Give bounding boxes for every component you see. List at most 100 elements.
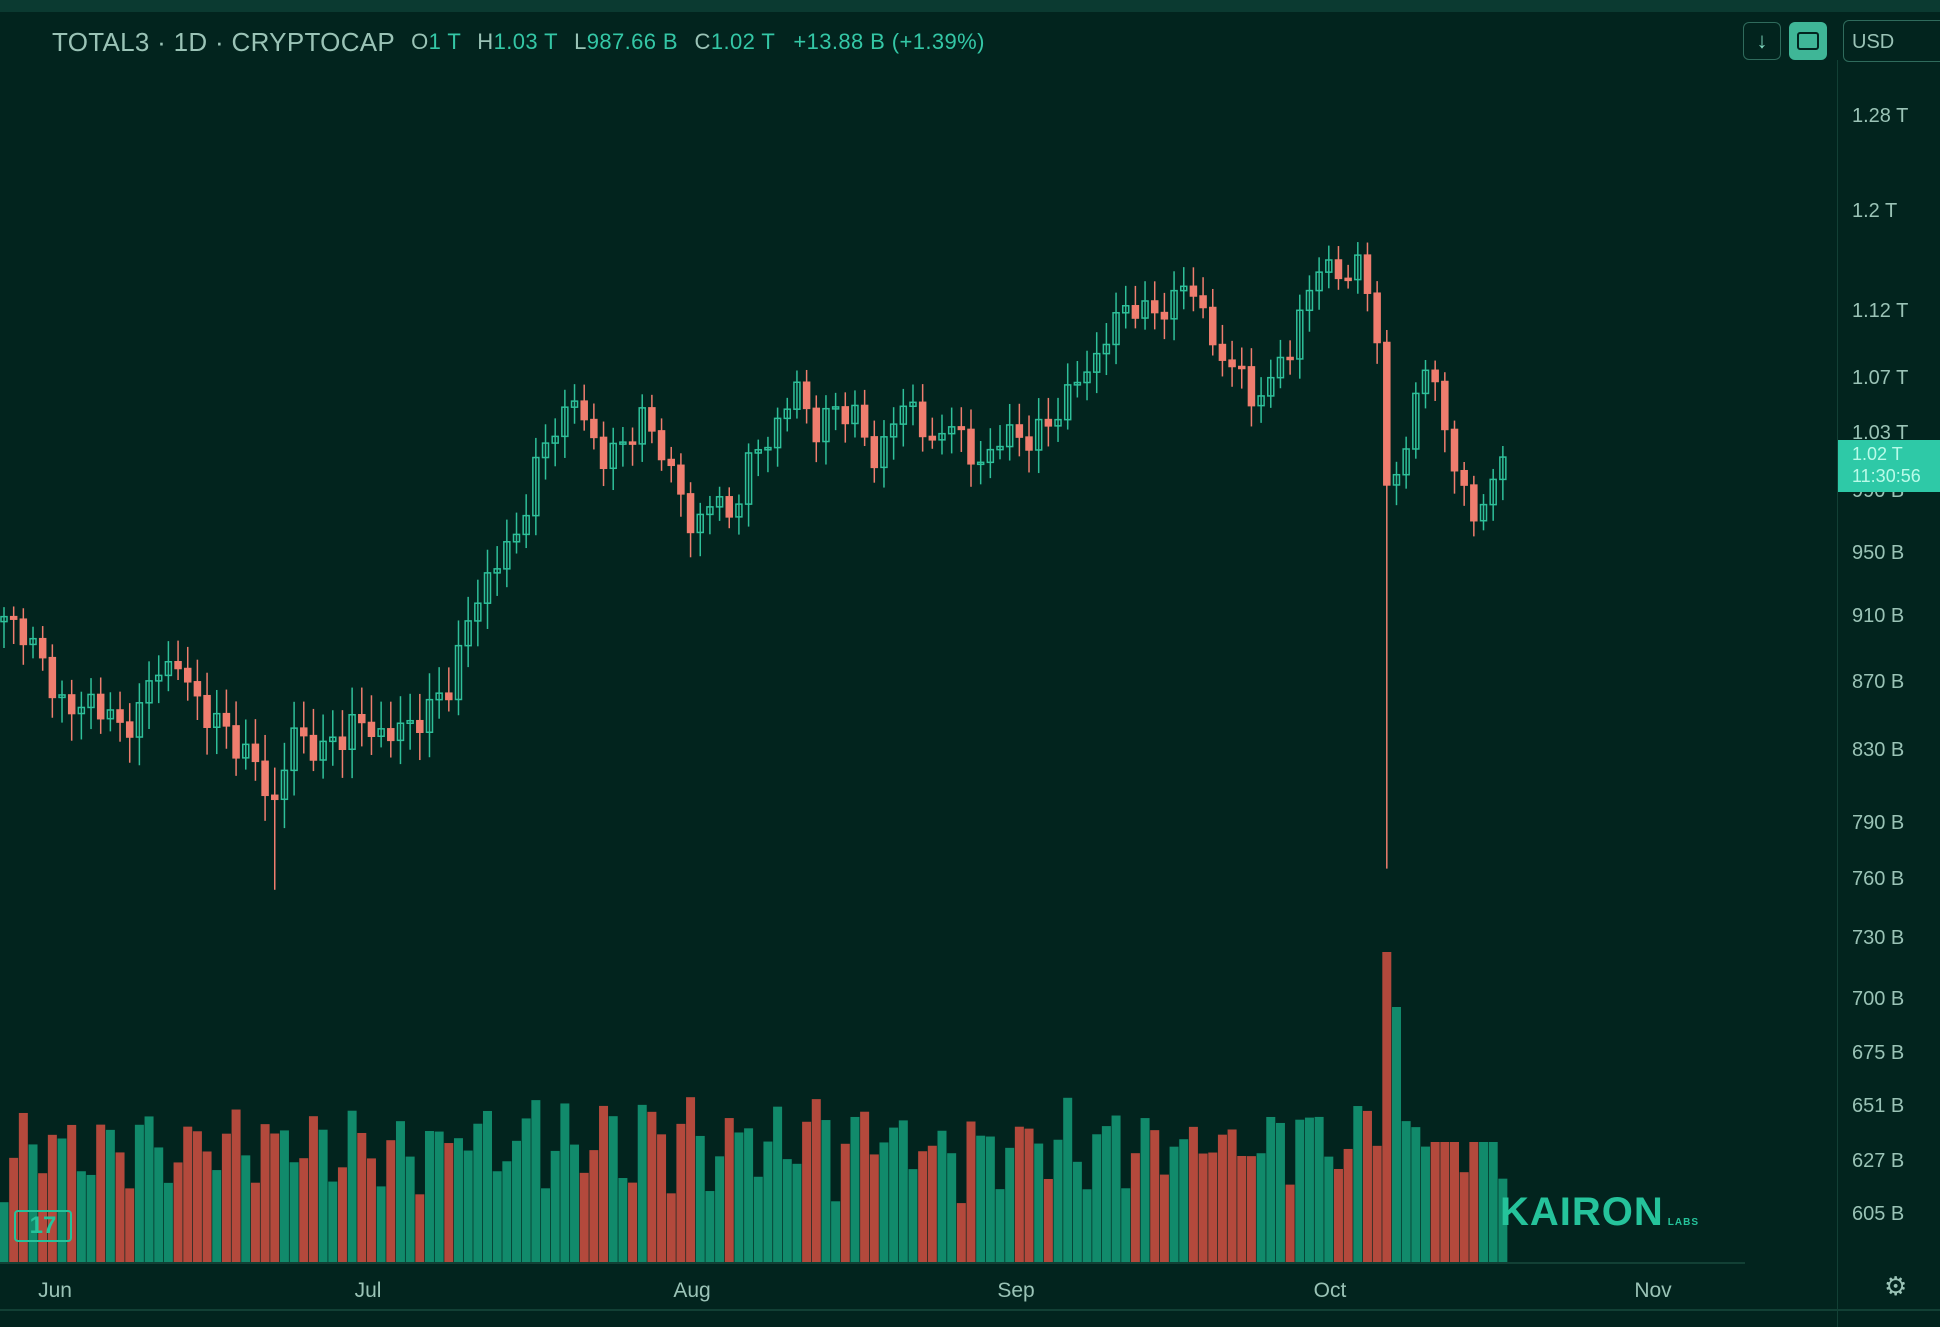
volume-bar: [1343, 1148, 1353, 1262]
candle-body: [1363, 254, 1372, 294]
kairon-watermark: KAIRON LABS: [1500, 1190, 1699, 1235]
volume-bar: [1217, 1134, 1227, 1262]
volume-bar: [1014, 1126, 1024, 1262]
symbol-title[interactable]: TOTAL3 · 1D · CRYPTOCAP: [52, 26, 396, 57]
price-tick-label: 651 B: [1852, 1095, 1904, 1117]
volume-bar: [424, 1131, 434, 1262]
candle-body: [116, 709, 124, 723]
price-tick-label: 760 B: [1852, 868, 1904, 890]
volume-bar: [773, 1106, 783, 1262]
volume-bar: [144, 1116, 154, 1262]
low-label: L: [574, 29, 587, 54]
price-tick-label: 1.28 T: [1852, 105, 1908, 127]
candle-body: [570, 400, 579, 408]
arrow-down-icon: ↓: [1756, 28, 1768, 53]
candle-body: [464, 620, 472, 647]
candle-body: [309, 734, 318, 761]
volume-bar: [1101, 1126, 1111, 1262]
volume-bar: [1266, 1116, 1276, 1262]
candle-body: [1170, 289, 1178, 320]
candle-body: [425, 698, 434, 734]
volume-bar: [463, 1150, 473, 1262]
candle-body: [1179, 285, 1188, 292]
high-label: H: [477, 29, 494, 54]
volume-bar: [676, 1123, 686, 1262]
candle-body: [976, 461, 985, 466]
volume-bar: [1092, 1134, 1102, 1262]
volume-bar: [1362, 1110, 1372, 1262]
volume-bar: [1227, 1129, 1237, 1262]
download-button[interactable]: ↓: [1743, 22, 1781, 60]
candle-body: [1431, 369, 1439, 383]
candle-body: [358, 713, 366, 724]
time-tick-label: Sep: [997, 1279, 1034, 1302]
candle-body: [938, 432, 946, 441]
candle-body: [242, 743, 250, 759]
candle-body: [638, 407, 646, 445]
volume-bar: [821, 1120, 831, 1262]
currency-select[interactable]: USD ⌄: [1843, 20, 1940, 62]
volume-bar: [1285, 1184, 1295, 1262]
volume-bar: [96, 1124, 106, 1262]
volume-bar: [163, 1182, 173, 1262]
volume-bar: [1479, 1142, 1489, 1262]
open-value: 1 T: [428, 29, 461, 54]
candle-body: [377, 728, 385, 737]
volume-bar: [1324, 1156, 1334, 1262]
gear-icon[interactable]: ⚙: [1884, 1271, 1908, 1301]
candle-body: [367, 721, 376, 737]
candle-body: [957, 426, 966, 431]
scale-toggle-button[interactable]: [1789, 22, 1827, 60]
volume-bar: [724, 1118, 734, 1262]
tradingview-logo[interactable]: 17: [14, 1210, 72, 1242]
volume-bar: [318, 1129, 328, 1262]
price-tick-label: 1.2 T: [1852, 200, 1897, 222]
volume-bar: [637, 1104, 647, 1262]
volume-bar: [86, 1174, 96, 1262]
candle-body: [483, 572, 492, 604]
candle-body: [715, 496, 724, 508]
candle-body: [512, 533, 521, 543]
price-tick-label: 870 B: [1852, 671, 1904, 693]
volume-bar: [212, 1170, 222, 1262]
price-tick-label: 1.07 T: [1852, 367, 1908, 389]
volume-bar: [1159, 1174, 1169, 1262]
close-value: 1.02 T: [710, 29, 775, 54]
candle-body: [1112, 312, 1120, 346]
candle-body: [1247, 366, 1256, 407]
volume-bar: [1450, 1142, 1459, 1262]
volume-bar: [1043, 1178, 1053, 1262]
volume-bar: [347, 1110, 357, 1262]
volume-bar: [1440, 1142, 1450, 1262]
candle-body: [1092, 352, 1101, 373]
volume-bar: [1140, 1118, 1150, 1262]
candle-body: [986, 448, 995, 464]
volume-bar: [599, 1105, 609, 1262]
candle-body: [1334, 259, 1343, 280]
volume-bar: [608, 1116, 618, 1262]
candle-body: [1392, 473, 1401, 486]
candle-body: [29, 637, 37, 646]
candle-body: [387, 728, 395, 742]
volume-bar: [1391, 1007, 1401, 1262]
candle-body: [1460, 469, 1468, 486]
volume-bar: [1169, 1146, 1179, 1262]
volume-bar: [976, 1135, 986, 1262]
volume-bar: [1005, 1147, 1015, 1262]
currency-value: USD: [1852, 31, 1895, 53]
volume-bar: [28, 1144, 38, 1262]
volume-bar: [260, 1124, 270, 1262]
candle-body: [164, 660, 173, 677]
candle-body: [300, 727, 308, 737]
volume-bar: [1256, 1153, 1266, 1262]
volume-bar: [512, 1140, 522, 1262]
candle-body: [474, 602, 482, 622]
candle-body: [406, 719, 414, 724]
volume-bar: [792, 1163, 802, 1262]
volume-bar: [657, 1134, 667, 1262]
volume-bar: [918, 1151, 928, 1262]
candle-body: [251, 743, 260, 763]
candle-body: [1499, 456, 1507, 481]
candle-body: [106, 709, 115, 720]
